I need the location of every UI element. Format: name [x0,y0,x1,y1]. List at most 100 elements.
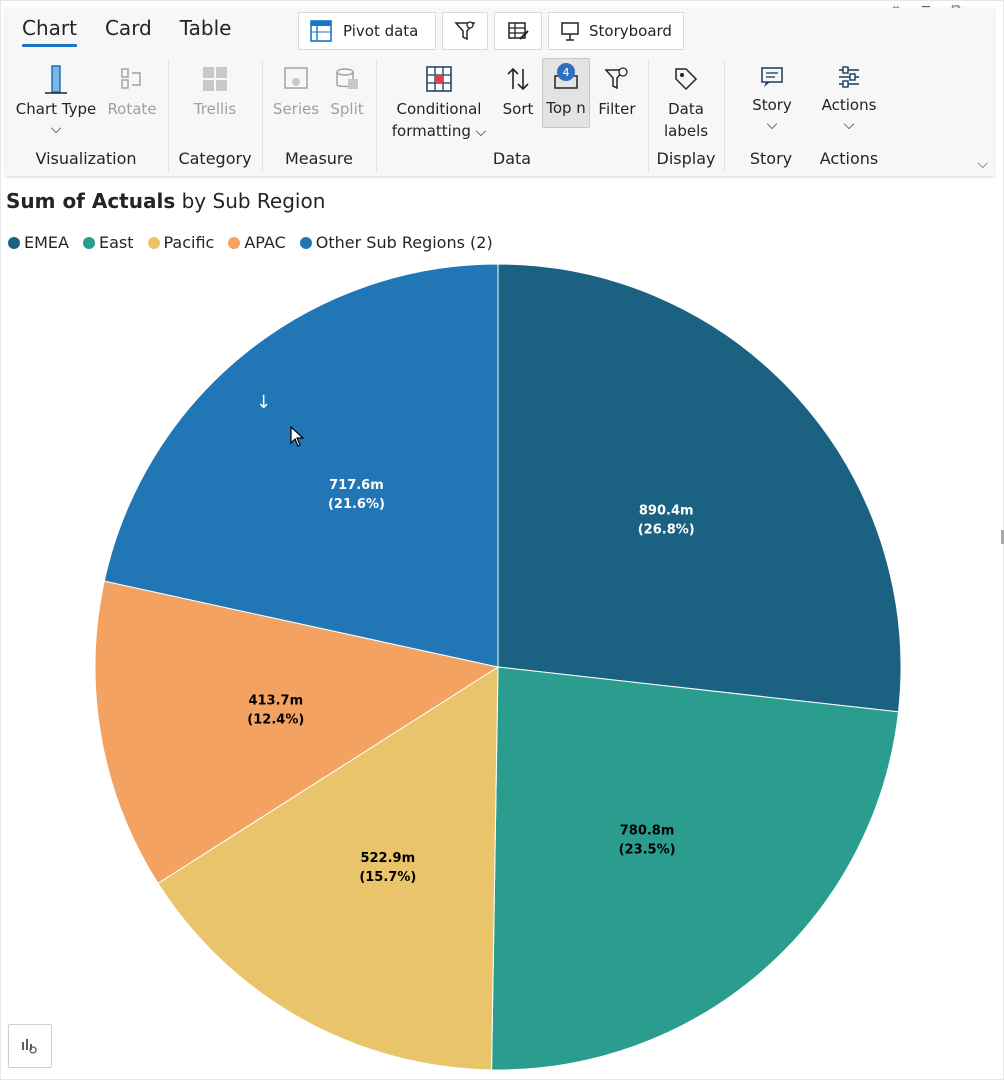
actions-button[interactable]: Actions ⌵ [812,60,886,134]
slice-percent-label: (26.8%) [638,523,695,538]
rotate-button: Rotate [102,60,162,120]
ribbon-collapse-chevron-icon[interactable]: ⌵ [977,156,988,172]
presentation-icon [561,22,579,41]
series-icon [284,67,308,89]
chart-title: Sum of Actuals by Sub Region [6,189,325,213]
top-n-button[interactable]: 4 Top n [542,58,590,128]
separator [262,60,263,172]
storyboard-label: Storyboard [589,22,672,40]
split-icon [336,68,358,89]
separator [168,60,169,172]
legend-label: East [98,233,134,252]
series-button: Series [270,60,322,120]
drill-down-arrow-icon[interactable]: ↓ [256,392,272,413]
top-n-label: Top n [546,99,586,117]
group-label-measure: Measure [285,149,353,168]
pie-slice-emea[interactable] [497,263,902,713]
tab-table[interactable]: Table [179,16,232,40]
filter-funnel-icon [604,67,628,90]
data-labels-button[interactable]: Data labels [656,60,716,142]
chevron-down-icon: ⌵ [50,121,62,137]
chart-magnify-icon [22,1039,37,1054]
slice-percent-label: (23.5%) [619,842,676,857]
filter-label: Filter [598,100,636,118]
actions-btn-label: Actions [821,96,877,114]
split-label: Split [330,100,364,118]
rotate-icon [121,68,141,89]
group-story: Story ⌵ Story [726,60,816,174]
filter-button[interactable]: Filter [592,60,642,120]
separator [724,60,725,172]
data-labels-label-1: Data [668,100,704,118]
slice-percent-label: (12.4%) [247,712,304,727]
slice-percent-label: (15.7%) [359,870,416,885]
legend-item-other[interactable]: Other Sub Regions (2) [299,233,493,252]
story-icon [761,67,783,87]
group-display: Data labels Display [650,60,722,174]
group-actions: Actions ⌵ Actions [806,60,892,174]
pivot-data-button[interactable]: Pivot data [298,12,436,50]
slice-value-label: 717.6m [329,478,384,493]
separator [376,60,377,172]
trellis-grid-icon [203,67,227,91]
story-btn-label: Story [752,96,792,114]
slice-value-label: 413.7m [248,693,303,708]
bar-chart-icon [45,65,67,94]
legend-item-apac[interactable]: APAC [228,233,286,252]
slice-value-label: 780.8m [620,823,675,838]
legend-dot [8,236,20,249]
group-label-story: Story [749,149,793,168]
tab-chart[interactable]: Chart [22,16,77,47]
legend-item-pacific[interactable]: Pacific [147,233,214,252]
pie-slice-apac[interactable] [94,580,500,885]
legend-item-east[interactable]: East [82,233,134,252]
storyboard-button[interactable]: Storyboard [548,12,684,50]
filter-settings-button[interactable] [442,12,488,50]
chart-type-label: Chart Type [15,100,97,118]
legend-label: APAC [244,233,286,252]
resize-handle[interactable] [1001,530,1004,544]
pie-slice-east[interactable] [491,666,900,1071]
chevron-down-icon: ⌵ [766,117,778,133]
chart-title-dimension: by Sub Region [175,189,326,213]
group-measure: Series Split Measure [264,60,374,174]
tab-card[interactable]: Card [104,16,152,40]
data-labels-label-2: labels [663,122,709,140]
legend-dot [299,236,312,249]
legend-dot [228,236,241,249]
legend-item-emea[interactable]: EMEA [8,233,69,252]
conditional-label-2: formatting ⌵ [391,122,487,140]
legend-label: EMEA [24,233,69,252]
pivot-table-icon [310,20,332,42]
pie-slice-pacific[interactable] [157,666,499,1071]
group-label-category: Category [178,149,252,168]
group-label-visualization: Visualization [35,149,137,168]
separator [648,60,649,172]
table-pencil-icon [508,22,529,40]
sort-label: Sort [502,100,534,118]
group-label-display: Display [656,149,716,168]
group-label-data: Data [492,149,532,168]
split-button: Split [324,60,370,120]
conditional-formatting-button[interactable]: Conditional formatting ⌵ [384,60,494,142]
story-button[interactable]: Story ⌵ [742,60,802,134]
tab-bar: Chart Card Table [22,16,232,47]
chart-type-button[interactable]: Chart Type ⌵ [14,60,98,138]
sort-arrows-icon [507,67,529,91]
tag-icon [675,68,698,91]
slice-value-label: 522.9m [360,851,415,866]
sort-button[interactable]: Sort [496,60,540,120]
pie-slice-other-sub-regions-2[interactable] [103,263,499,668]
table-edit-button[interactable] [494,12,542,50]
top-n-badge: 4 [563,66,570,79]
legend-label: Other Sub Regions (2) [315,233,493,252]
ribbon: Chart Card Table Pivot data Storyboard C… [6,8,994,176]
trellis-button: Trellis [184,60,246,120]
slice-value-label: 890.4m [639,504,694,519]
pie-chart: 890.4m (26.8%) 780.8m (23.5%) 522.9m (15.7%) 4… [94,263,902,1071]
mouse-cursor-icon [290,426,305,447]
series-label: Series [272,100,320,118]
top-n-icon: 4 [554,63,578,89]
insights-button[interactable] [8,1024,52,1068]
legend: EMEA East Pacific APAC Other Sub Regions… [8,233,493,252]
